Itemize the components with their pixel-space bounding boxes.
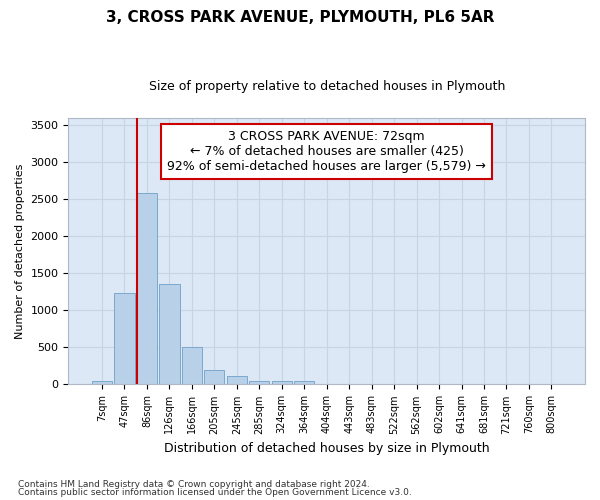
Bar	[227, 376, 247, 384]
Text: 3 CROSS PARK AVENUE: 72sqm
← 7% of detached houses are smaller (425)
92% of semi: 3 CROSS PARK AVENUE: 72sqm ← 7% of detac…	[167, 130, 486, 173]
Text: Contains public sector information licensed under the Open Government Licence v3: Contains public sector information licen…	[18, 488, 412, 497]
Title: Size of property relative to detached houses in Plymouth: Size of property relative to detached ho…	[149, 80, 505, 93]
Text: Contains HM Land Registry data © Crown copyright and database right 2024.: Contains HM Land Registry data © Crown c…	[18, 480, 370, 489]
Bar	[294, 380, 314, 384]
Bar	[159, 284, 179, 384]
Bar	[204, 370, 224, 384]
X-axis label: Distribution of detached houses by size in Plymouth: Distribution of detached houses by size …	[164, 442, 490, 455]
Bar	[272, 380, 292, 384]
Bar	[249, 380, 269, 384]
Y-axis label: Number of detached properties: Number of detached properties	[15, 164, 25, 339]
Bar	[137, 194, 157, 384]
Text: 3, CROSS PARK AVENUE, PLYMOUTH, PL6 5AR: 3, CROSS PARK AVENUE, PLYMOUTH, PL6 5AR	[106, 10, 494, 25]
Bar	[182, 348, 202, 385]
Bar	[92, 380, 112, 384]
Bar	[115, 294, 134, 384]
